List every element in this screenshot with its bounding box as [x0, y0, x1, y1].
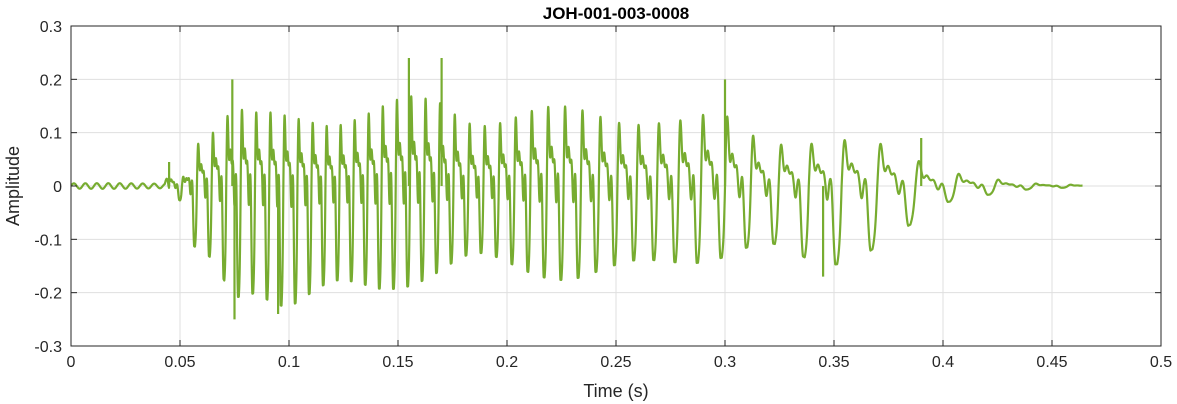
y-tick-label: 0.2	[40, 72, 62, 89]
plot-area	[71, 58, 1084, 320]
x-tick-label: 0.35	[818, 354, 849, 371]
x-tick-label: 0	[67, 354, 76, 371]
x-tick-label: 0.5	[1150, 354, 1172, 371]
y-tick-label: 0.1	[40, 126, 62, 143]
y-tick-label: 0.3	[40, 19, 62, 36]
y-tick-label: 0	[53, 179, 62, 196]
x-tick-label: 0.25	[600, 354, 631, 371]
x-tick-label: 0.1	[278, 354, 300, 371]
chart-title: JOH-001-003-0008	[543, 4, 689, 23]
x-axis-ticks: 0 0.05 0.1 0.15 0.2 0.25 0.3 0.35 0.4 0.45 0.5	[67, 26, 1172, 371]
x-tick-label: 0.05	[164, 354, 195, 371]
y-axis-label: Amplitude	[3, 146, 23, 226]
y-axis-ticks: 0.3 0.2 0.1 0 -0.1 -0.2 -0.3	[34, 19, 1161, 356]
y-tick-label: -0.1	[34, 232, 62, 249]
x-tick-label: 0.15	[382, 354, 413, 371]
x-tick-label: 0.3	[714, 354, 736, 371]
waveform-series-line	[71, 95, 1084, 307]
x-axis-label: Time (s)	[583, 381, 648, 401]
x-tick-label: 0.45	[1036, 354, 1067, 371]
y-tick-label: -0.3	[34, 339, 62, 356]
y-tick-label: -0.2	[34, 286, 62, 303]
x-tick-label: 0.2	[496, 354, 518, 371]
x-tick-label: 0.4	[932, 354, 954, 371]
